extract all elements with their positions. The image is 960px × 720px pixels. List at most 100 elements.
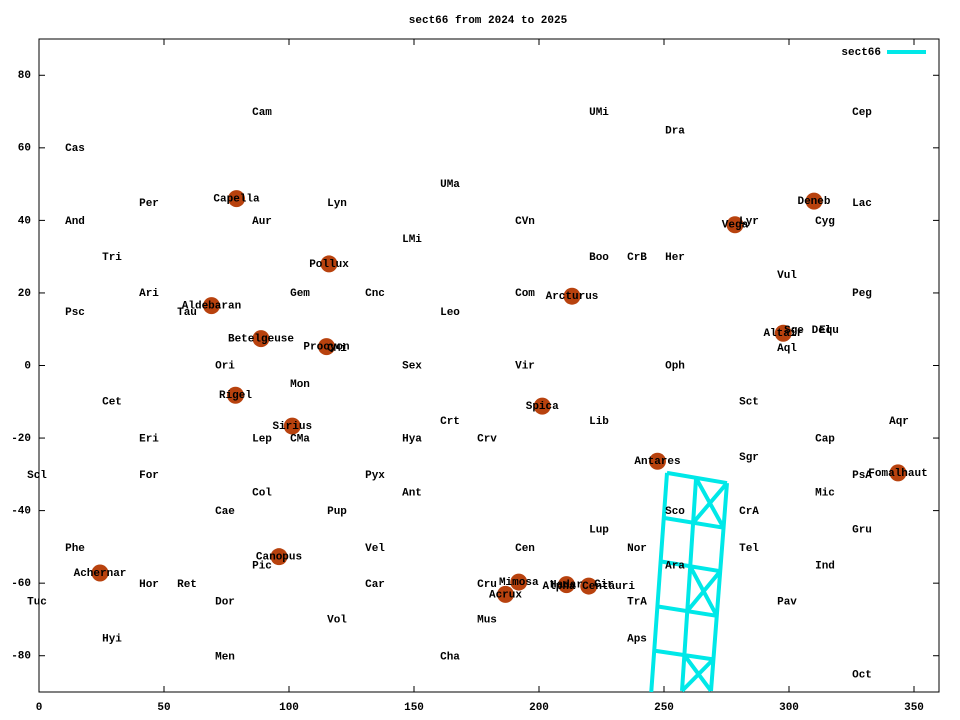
star-label: Altair xyxy=(763,328,803,340)
constellation-label: Cru xyxy=(477,579,497,591)
constellation-label: Vul xyxy=(777,270,797,282)
y-tick-label: -80 xyxy=(11,651,31,663)
constellation-label: Car xyxy=(365,579,385,591)
constellation-label: Ari xyxy=(139,288,159,300)
constellation-label: Com xyxy=(515,288,535,300)
star-label: Procyon xyxy=(303,342,349,354)
star xyxy=(533,397,551,415)
constellation-label: Sex xyxy=(402,360,422,372)
star-label: Rigel xyxy=(219,390,252,402)
star xyxy=(558,576,575,594)
constellation-label: Hya xyxy=(402,434,422,446)
constellation-label: Aps xyxy=(627,634,647,646)
constellation-label: Sco xyxy=(665,506,685,518)
constellation-label: Cas xyxy=(65,143,85,155)
constellation-label: Hor xyxy=(139,579,159,591)
x-tick-label: 100 xyxy=(279,702,299,714)
y-tick-label: -20 xyxy=(11,433,31,445)
star-label: Arcturus xyxy=(546,291,599,303)
constellation-label: Lac xyxy=(852,198,872,210)
y-tick-label: -40 xyxy=(11,506,31,518)
constellation-label: PsA xyxy=(852,470,872,482)
y-tick-label: 40 xyxy=(18,215,31,227)
star xyxy=(91,564,109,582)
star xyxy=(283,417,301,435)
constellation-label: CMi xyxy=(327,343,347,355)
constellation-label: Mic xyxy=(815,488,835,500)
x-tick-label: 200 xyxy=(529,702,549,714)
constellation-label: Lep xyxy=(252,434,272,446)
star xyxy=(203,297,220,315)
constellation-label: CrA xyxy=(739,506,759,518)
constellation-label: Vol xyxy=(327,615,347,627)
constellation-label: Pav xyxy=(777,597,797,609)
star xyxy=(227,386,244,404)
constellation-label: Col xyxy=(252,488,272,500)
x-tick-label: 50 xyxy=(157,702,170,714)
star-label: Mimosa xyxy=(499,577,539,589)
chart-title: sect66 from 2024 to 2025 xyxy=(409,15,568,27)
constellation-label: Tuc xyxy=(27,597,47,609)
x-tick-label: 250 xyxy=(654,702,674,714)
constellation-label: Cir xyxy=(594,579,614,591)
constellation-label: Hyi xyxy=(102,634,122,646)
constellation-label: Leo xyxy=(440,307,460,319)
constellation-label: CVn xyxy=(515,216,535,228)
constellation-label: Psc xyxy=(65,307,85,319)
series-line xyxy=(649,470,729,692)
constellation-label: Cet xyxy=(102,397,122,409)
constellation-label: Lib xyxy=(589,416,609,428)
constellation-label: Crv xyxy=(477,434,497,446)
constellation-label: Cha xyxy=(440,652,460,664)
constellation-label: Cep xyxy=(852,107,872,119)
star xyxy=(889,464,907,482)
constellation-label: Mus xyxy=(477,615,497,627)
constellation-label: For xyxy=(139,470,159,482)
constellation-label: Pup xyxy=(327,506,347,518)
star-label: Capella xyxy=(213,194,260,206)
constellation-label: Scl xyxy=(27,470,47,482)
constellation-label: Nor xyxy=(627,543,647,555)
constellation-label: Cae xyxy=(215,506,235,518)
constellation-label: Oct xyxy=(852,669,872,681)
star xyxy=(320,255,338,273)
y-tick-label: 20 xyxy=(18,288,31,300)
constellation-label: Crt xyxy=(440,416,460,428)
star-label: Hadar xyxy=(550,580,583,592)
star xyxy=(510,573,528,591)
constellation-label: Gru xyxy=(852,525,872,537)
constellation-label: Ori xyxy=(215,360,235,372)
star-label: Vega xyxy=(722,220,749,232)
constellation-label: Mon xyxy=(290,379,310,391)
constellation-label: Cyg xyxy=(815,216,835,228)
star xyxy=(318,338,335,356)
constellation-label: Dor xyxy=(215,597,235,609)
star-label: Fomalhaut xyxy=(868,468,927,480)
star xyxy=(774,324,792,342)
constellation-label: Boo xyxy=(589,252,609,264)
constellation-label: Cen xyxy=(515,543,535,555)
star-label: Sirius xyxy=(272,421,312,433)
star-label: Antares xyxy=(634,456,680,468)
constellation-label: Phe xyxy=(65,543,85,555)
y-tick-label: 60 xyxy=(18,143,31,155)
x-tick-label: 300 xyxy=(779,702,799,714)
star xyxy=(805,192,823,210)
star-label: Pollux xyxy=(309,259,349,271)
constellation-label: Per xyxy=(139,198,159,210)
constellation-label: And xyxy=(65,216,85,228)
constellation-label: UMa xyxy=(440,179,460,191)
constellation-label: Oph xyxy=(665,360,685,372)
plot-area xyxy=(91,190,907,692)
x-tick-label: 150 xyxy=(404,702,424,714)
star xyxy=(726,216,744,234)
constellation-label: Vir xyxy=(515,360,535,372)
constellation-label: Cnc xyxy=(365,288,385,300)
constellation-label: Del xyxy=(812,325,832,337)
constellation-label: Lyn xyxy=(327,198,347,210)
constellation-label: Vel xyxy=(365,543,385,555)
star-label: Deneb xyxy=(797,196,830,208)
constellation-label: Cam xyxy=(252,107,272,119)
